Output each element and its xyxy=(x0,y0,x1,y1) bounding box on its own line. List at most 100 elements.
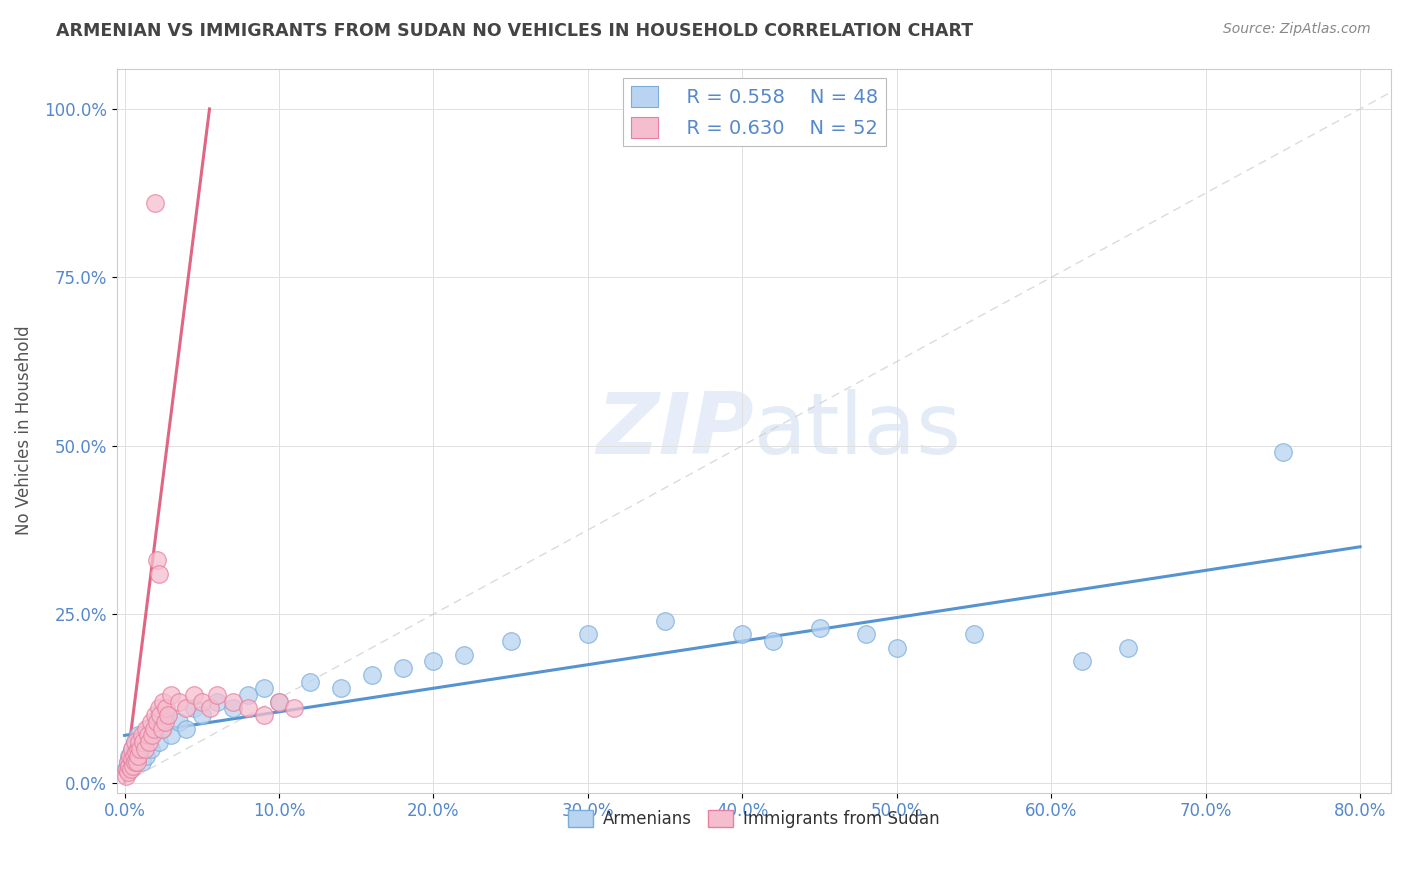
Point xyxy=(122,752,145,766)
Point xyxy=(654,614,676,628)
Text: ARMENIAN VS IMMIGRANTS FROM SUDAN NO VEHICLES IN HOUSEHOLD CORRELATION CHART: ARMENIAN VS IMMIGRANTS FROM SUDAN NO VEH… xyxy=(56,22,973,40)
Point xyxy=(221,701,243,715)
Point xyxy=(152,695,174,709)
Point xyxy=(122,748,145,763)
Point xyxy=(139,714,162,729)
Point xyxy=(149,708,172,723)
Point xyxy=(131,728,153,742)
Point xyxy=(152,722,174,736)
Point xyxy=(252,708,274,723)
Point xyxy=(146,553,169,567)
Point xyxy=(121,742,143,756)
Point xyxy=(252,681,274,696)
Point xyxy=(576,627,599,641)
Point xyxy=(1271,445,1294,459)
Point xyxy=(129,742,152,756)
Point xyxy=(118,748,141,763)
Point xyxy=(160,728,183,742)
Point xyxy=(360,667,382,681)
Point xyxy=(145,714,167,729)
Point xyxy=(118,758,141,772)
Point xyxy=(134,742,156,756)
Point xyxy=(886,640,908,655)
Point xyxy=(160,688,183,702)
Point xyxy=(1118,640,1140,655)
Point xyxy=(283,701,305,715)
Point xyxy=(153,714,176,729)
Point xyxy=(117,756,139,770)
Point xyxy=(156,708,179,723)
Point xyxy=(267,695,290,709)
Point xyxy=(115,762,138,776)
Point xyxy=(731,627,754,641)
Point xyxy=(132,735,155,749)
Point xyxy=(125,745,148,759)
Point xyxy=(131,756,153,770)
Point xyxy=(124,735,146,749)
Point xyxy=(142,722,165,736)
Point xyxy=(136,728,159,742)
Point xyxy=(191,695,214,709)
Point xyxy=(183,688,205,702)
Point xyxy=(453,648,475,662)
Point xyxy=(122,758,145,772)
Point xyxy=(183,701,205,715)
Point xyxy=(176,722,198,736)
Point xyxy=(148,566,170,581)
Point xyxy=(1071,654,1094,668)
Point xyxy=(150,722,173,736)
Point xyxy=(762,634,785,648)
Point xyxy=(124,735,146,749)
Point xyxy=(146,714,169,729)
Point xyxy=(117,765,139,780)
Point xyxy=(115,769,138,783)
Point xyxy=(205,688,228,702)
Point xyxy=(128,735,150,749)
Point xyxy=(963,627,986,641)
Point xyxy=(221,695,243,709)
Point xyxy=(127,748,149,763)
Point xyxy=(236,688,259,702)
Point xyxy=(391,661,413,675)
Point xyxy=(127,728,149,742)
Point xyxy=(298,674,321,689)
Point xyxy=(124,756,146,770)
Point xyxy=(135,722,157,736)
Point xyxy=(167,695,190,709)
Y-axis label: No Vehicles in Household: No Vehicles in Household xyxy=(15,326,32,535)
Point xyxy=(129,742,152,756)
Point xyxy=(329,681,352,696)
Point xyxy=(117,756,139,770)
Point xyxy=(125,756,148,770)
Point xyxy=(422,654,444,668)
Point xyxy=(145,196,167,211)
Legend: Armenians, Immigrants from Sudan: Armenians, Immigrants from Sudan xyxy=(561,804,946,835)
Point xyxy=(121,752,143,766)
Text: ZIP: ZIP xyxy=(596,389,754,472)
Point xyxy=(205,695,228,709)
Point xyxy=(198,701,221,715)
Point xyxy=(136,722,159,736)
Point xyxy=(125,748,148,763)
Text: Source: ZipAtlas.com: Source: ZipAtlas.com xyxy=(1223,22,1371,37)
Point xyxy=(808,621,831,635)
Point xyxy=(499,634,522,648)
Point xyxy=(176,701,198,715)
Point xyxy=(139,742,162,756)
Point xyxy=(115,762,138,776)
Point xyxy=(148,735,170,749)
Point xyxy=(267,695,290,709)
Point xyxy=(120,758,142,772)
Point xyxy=(155,701,177,715)
Point xyxy=(135,748,157,763)
Point xyxy=(127,742,149,756)
Point xyxy=(145,708,167,723)
Point xyxy=(118,748,141,763)
Point xyxy=(167,714,190,729)
Point xyxy=(148,701,170,715)
Point xyxy=(855,627,877,641)
Point xyxy=(141,728,163,742)
Point xyxy=(121,742,143,756)
Text: atlas: atlas xyxy=(754,389,962,472)
Point xyxy=(120,762,142,776)
